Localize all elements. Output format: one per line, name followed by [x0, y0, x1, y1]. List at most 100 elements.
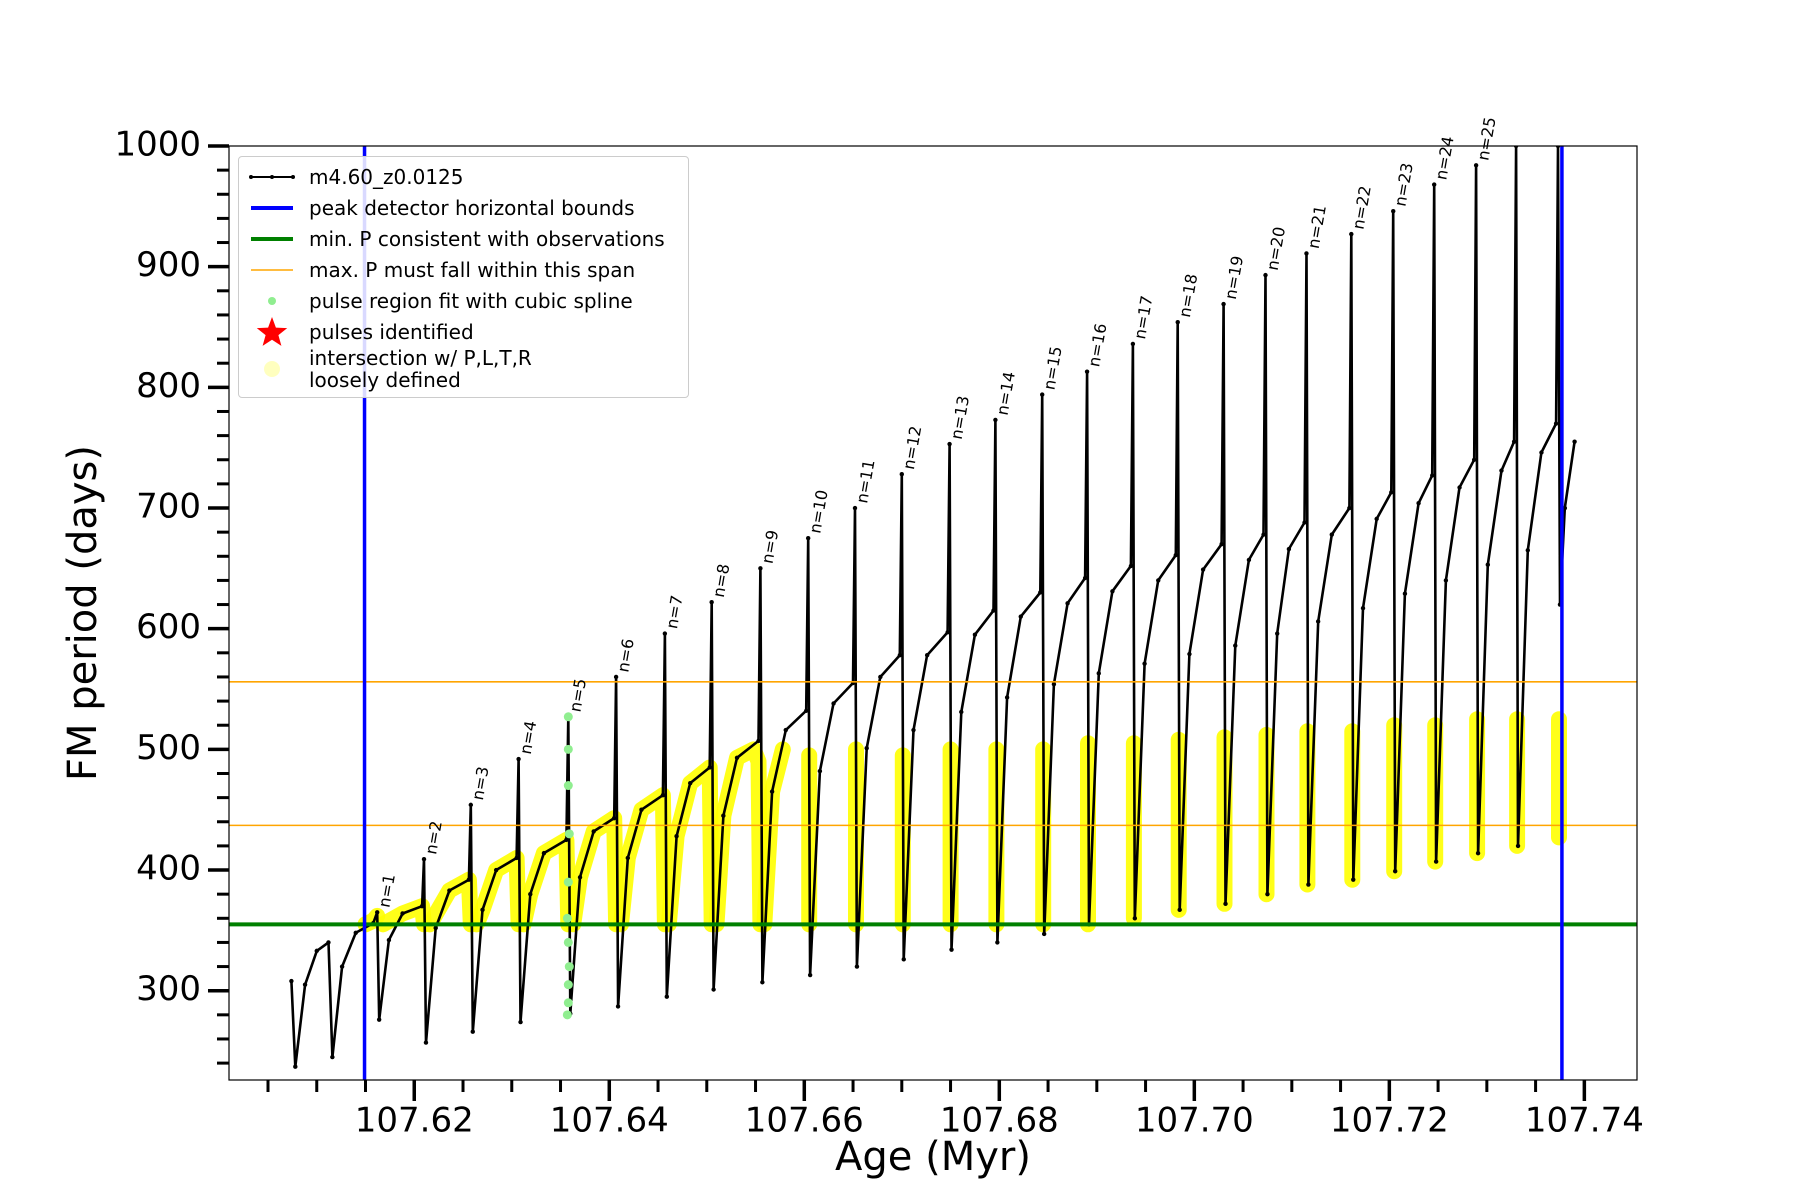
pulse-label: n=13: [947, 394, 973, 441]
legend-label: min. P consistent with observations: [309, 226, 665, 251]
data-point: [1038, 590, 1043, 595]
pulse-label: n=12: [899, 424, 925, 471]
data-point: [1539, 450, 1544, 455]
x-tick-label: 107.62: [355, 1101, 474, 1141]
data-point: [1065, 601, 1070, 606]
data-point: [899, 472, 904, 477]
pulse-label: n=15: [1039, 345, 1065, 392]
data-point: [376, 1017, 382, 1022]
legend-swatch: [251, 268, 293, 271]
data-point: [947, 441, 952, 447]
data-point: [611, 815, 617, 821]
legend-swatch: [251, 236, 293, 241]
legend-item: peak detector horizontal bounds: [247, 192, 680, 223]
legend-swatch: [251, 205, 293, 210]
data-point: [564, 837, 569, 843]
scatter-point: [563, 744, 573, 754]
data-point: [1525, 548, 1530, 553]
legend-item: intersection w/ P,L,T,R loosely defined: [247, 347, 680, 391]
data-point: [993, 417, 998, 423]
data-point: [386, 937, 392, 943]
data-point: [995, 940, 1000, 945]
data-point: [1351, 877, 1356, 882]
data-point: [1096, 671, 1101, 676]
data-point: [421, 856, 427, 862]
y-tick-label: 1000: [114, 125, 201, 165]
data-point: [1416, 500, 1421, 506]
pulse-label: n=19: [1221, 254, 1247, 301]
y-axis-label: FM period (days): [60, 445, 106, 781]
data-point: [528, 891, 533, 897]
data-point: [470, 1029, 475, 1034]
data-point: [1084, 369, 1090, 374]
data-point: [1261, 532, 1266, 537]
data-point: [1457, 485, 1462, 490]
data-point: [758, 566, 763, 571]
data-point: [1402, 591, 1408, 596]
data-point: [1485, 562, 1491, 567]
data-point: [1132, 916, 1138, 921]
legend-item: min. P consistent with observations: [247, 223, 680, 254]
x-tick-label: 107.70: [1135, 1101, 1254, 1141]
data-point: [804, 708, 809, 713]
pulse-label: n=25: [1473, 115, 1499, 162]
scatter-point: [563, 980, 573, 990]
pulse-label: n=17: [1130, 294, 1156, 341]
data-point: [577, 875, 583, 880]
legend-label: m4.60_z0.0125: [309, 164, 464, 189]
x-tick-label: 107.68: [940, 1101, 1059, 1141]
data-point: [664, 994, 670, 999]
pulse-label: n=21: [1304, 204, 1330, 251]
axes-frame: [228, 145, 1638, 1081]
data-point: [1200, 567, 1206, 572]
data-point: [419, 904, 425, 909]
legend-marker: [256, 316, 288, 346]
data-point: [1473, 163, 1479, 168]
data-point: [864, 745, 869, 751]
data-point: [1391, 208, 1396, 214]
data-point: [674, 834, 679, 839]
data-point: [756, 738, 761, 744]
legend-item: m4.60_z0.0125: [247, 161, 680, 192]
legend-label: pulses identified: [309, 319, 474, 344]
scatter-point: [563, 877, 573, 887]
data-point: [721, 813, 726, 818]
data-point: [1306, 882, 1311, 887]
data-point: [1315, 619, 1321, 624]
data-point: [807, 972, 813, 978]
data-point: [1219, 542, 1224, 547]
data-point: [1051, 681, 1057, 687]
pulse-label: n=22: [1349, 184, 1375, 231]
data-point: [1233, 643, 1238, 648]
pulse-label: n=18: [1175, 272, 1201, 319]
pulse-label: n=7: [662, 594, 687, 631]
plot-area: [229, 146, 1637, 1080]
y-tick-label: 600: [136, 607, 201, 647]
y-tick-label: 800: [136, 366, 201, 406]
data-point: [516, 756, 521, 762]
data-point: [1347, 505, 1352, 511]
pulse-label: n=10: [805, 488, 831, 535]
data-point: [1110, 589, 1115, 594]
legend-swatch: [249, 174, 295, 179]
data-point: [375, 910, 380, 915]
data-point: [591, 829, 596, 834]
pulse-label: n=20: [1263, 225, 1289, 272]
legend-marker: [249, 174, 253, 179]
data-point: [1156, 578, 1161, 583]
data-point: [924, 653, 930, 658]
data-point: [514, 855, 519, 861]
data-point: [1265, 891, 1270, 897]
legend-marker: [291, 174, 295, 179]
data-point: [541, 850, 547, 856]
data-point: [1128, 563, 1134, 569]
data-point: [1082, 575, 1088, 581]
data-point: [1329, 532, 1335, 537]
data-point: [805, 535, 811, 541]
data-point: [1130, 341, 1136, 347]
data-point: [1177, 907, 1182, 913]
data-point: [1040, 392, 1045, 397]
data-point: [1562, 505, 1568, 511]
